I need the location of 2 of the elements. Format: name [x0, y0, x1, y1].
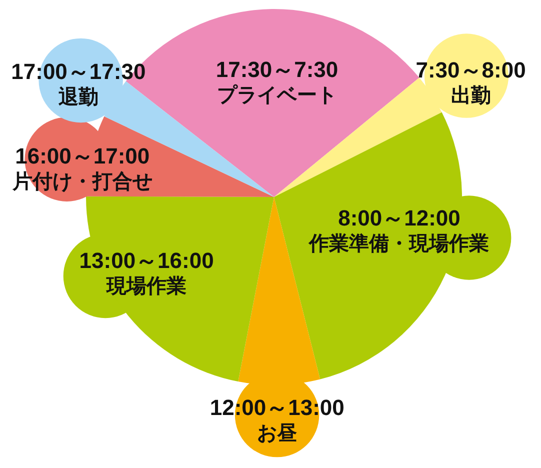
slice-label: 7:30～8:00 出勤 — [416, 57, 526, 107]
slice-label: 17:00～17:30 退勤 — [11, 59, 146, 109]
